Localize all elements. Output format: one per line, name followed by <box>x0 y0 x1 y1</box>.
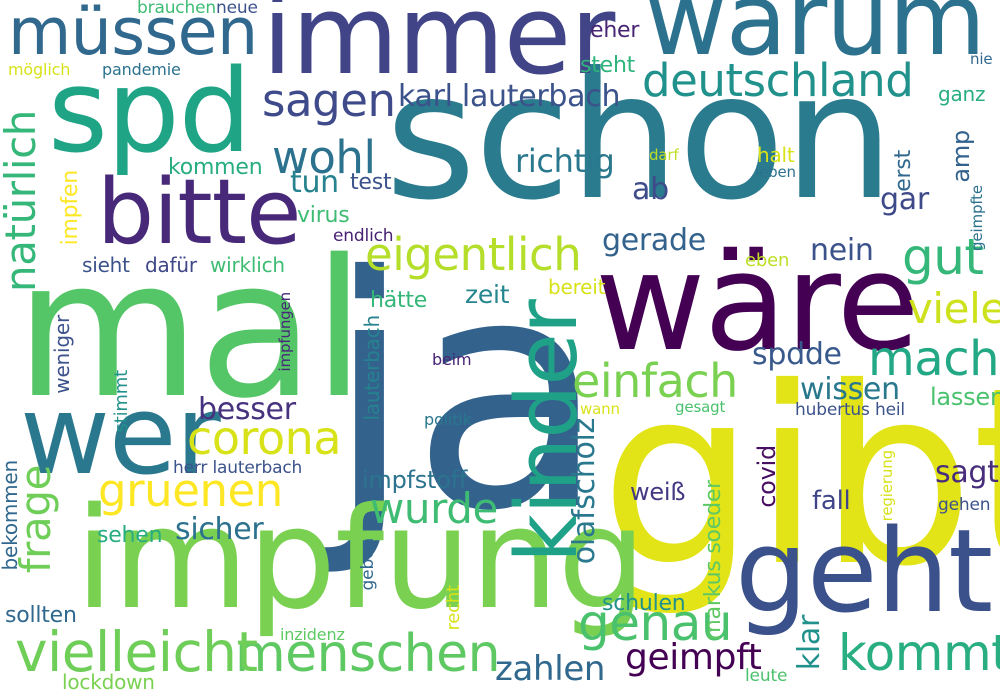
cloud-word: herr lauterbach <box>173 458 303 478</box>
cloud-word: neue <box>216 0 258 18</box>
cloud-word: lassen <box>930 383 1000 411</box>
cloud-word: gerade <box>602 223 706 258</box>
cloud-word: sicher <box>175 512 264 547</box>
cloud-word: eher <box>590 18 640 43</box>
cloud-word: markus soeder <box>701 480 726 641</box>
cloud-word: mal <box>15 219 366 440</box>
cloud-word: lauterbach <box>360 315 384 421</box>
cloud-word: wurde <box>370 484 498 533</box>
cloud-word: fall <box>812 486 851 516</box>
cloud-word: deutschland <box>642 54 914 107</box>
cloud-word: zeit <box>465 280 510 309</box>
cloud-word: tun <box>290 165 339 200</box>
cloud-word: geimpfte <box>968 185 986 251</box>
cloud-word: hätte <box>370 288 428 313</box>
cloud-word: kommen <box>168 155 263 180</box>
cloud-word: impfung <box>75 478 646 641</box>
cloud-word: zahlen <box>495 649 606 689</box>
cloud-word: viele <box>908 284 1000 333</box>
cloud-word: impfen <box>58 170 83 246</box>
cloud-word: wer <box>20 371 221 499</box>
cloud-word: karl lauterbach <box>398 79 621 114</box>
cloud-word: brauchen <box>137 0 216 18</box>
cloud-word: gut <box>902 228 984 286</box>
cloud-word: ja <box>325 209 607 581</box>
cloud-word: darf <box>649 146 679 164</box>
cloud-word: lockdown <box>62 670 155 694</box>
cloud-word: bereit <box>548 275 606 299</box>
cloud-word: nein <box>810 233 874 268</box>
cloud-word: natürlich <box>0 110 45 292</box>
cloud-word: ab <box>632 172 669 207</box>
cloud-word: richtig <box>515 142 615 180</box>
cloud-word: dafür <box>145 253 197 277</box>
cloud-word: covid <box>753 445 781 508</box>
cloud-word: wissen <box>800 372 900 407</box>
cloud-word: immer <box>262 0 615 99</box>
cloud-word: spd <box>48 45 252 179</box>
cloud-word: stimmt <box>111 370 132 433</box>
cloud-word: bitte <box>97 160 301 265</box>
cloud-word: macht <box>868 331 1000 387</box>
cloud-word: amp <box>947 130 975 183</box>
cloud-word: geimpft <box>625 637 762 678</box>
cloud-word: olafscholz <box>567 418 602 565</box>
cloud-word: schon <box>385 36 894 239</box>
cloud-word: endlich <box>333 226 394 246</box>
cloud-word: eigentlich <box>365 228 582 281</box>
cloud-word: politik <box>424 410 472 429</box>
cloud-word: wirklich <box>210 253 285 277</box>
cloud-word: genau <box>578 594 733 652</box>
cloud-word: gar <box>880 182 929 217</box>
cloud-word: halt <box>757 143 795 167</box>
cloud-word: sagen <box>262 74 396 127</box>
cloud-word: steht <box>580 53 636 78</box>
cloud-word: pandemie <box>102 60 181 79</box>
cloud-word: ganz <box>938 82 986 106</box>
cloud-word: besser <box>198 392 296 427</box>
cloud-word: leute <box>745 666 788 686</box>
cloud-word: recht <box>443 585 464 631</box>
cloud-word: wäre <box>595 224 920 381</box>
cloud-word: leben <box>755 163 796 181</box>
cloud-word: inzidenz <box>280 625 345 644</box>
cloud-word: schulen <box>602 591 686 616</box>
cloud-word: corona <box>187 411 342 465</box>
cloud-word: virus <box>297 203 350 228</box>
cloud-word: möglich <box>8 60 71 79</box>
cloud-word: regierung <box>878 450 896 522</box>
cloud-word: nie <box>970 50 993 68</box>
cloud-word: wann <box>580 400 620 418</box>
cloud-word: einfach <box>572 354 738 408</box>
cloud-word: beim <box>432 350 472 369</box>
cloud-word: test <box>350 170 392 195</box>
cloud-word: menschen <box>235 624 501 684</box>
cloud-word: erst <box>891 150 916 192</box>
cloud-word: gruenen <box>98 464 283 517</box>
cloud-word: gibt <box>600 335 1000 620</box>
cloud-word: sehen <box>97 523 163 548</box>
cloud-word: gehen <box>938 495 991 515</box>
cloud-word: geht <box>735 505 993 639</box>
cloud-word: gesagt <box>675 398 726 416</box>
cloud-word: warum <box>645 0 986 78</box>
cloud-word: wohl <box>272 131 376 184</box>
cloud-word: impfstoff <box>362 466 468 494</box>
cloud-word: müssen <box>8 0 258 70</box>
cloud-word: weniger <box>50 315 74 394</box>
cloud-word: bekommen <box>0 460 22 571</box>
cloud-word: kommt <box>838 624 1000 682</box>
cloud-word: sollten <box>5 603 77 628</box>
cloud-word: weiß <box>630 478 686 506</box>
cloud-word: sieht <box>82 253 130 277</box>
cloud-word: impfungen <box>276 292 294 372</box>
cloud-word: klar <box>792 615 827 671</box>
cloud-word: geben <box>358 538 378 591</box>
cloud-word: vielleicht <box>15 620 258 684</box>
cloud-word: sagt <box>935 455 999 490</box>
cloud-word: spdde <box>752 337 842 372</box>
cloud-word: eben <box>745 250 790 271</box>
cloud-word: hubertus heil <box>795 400 905 420</box>
